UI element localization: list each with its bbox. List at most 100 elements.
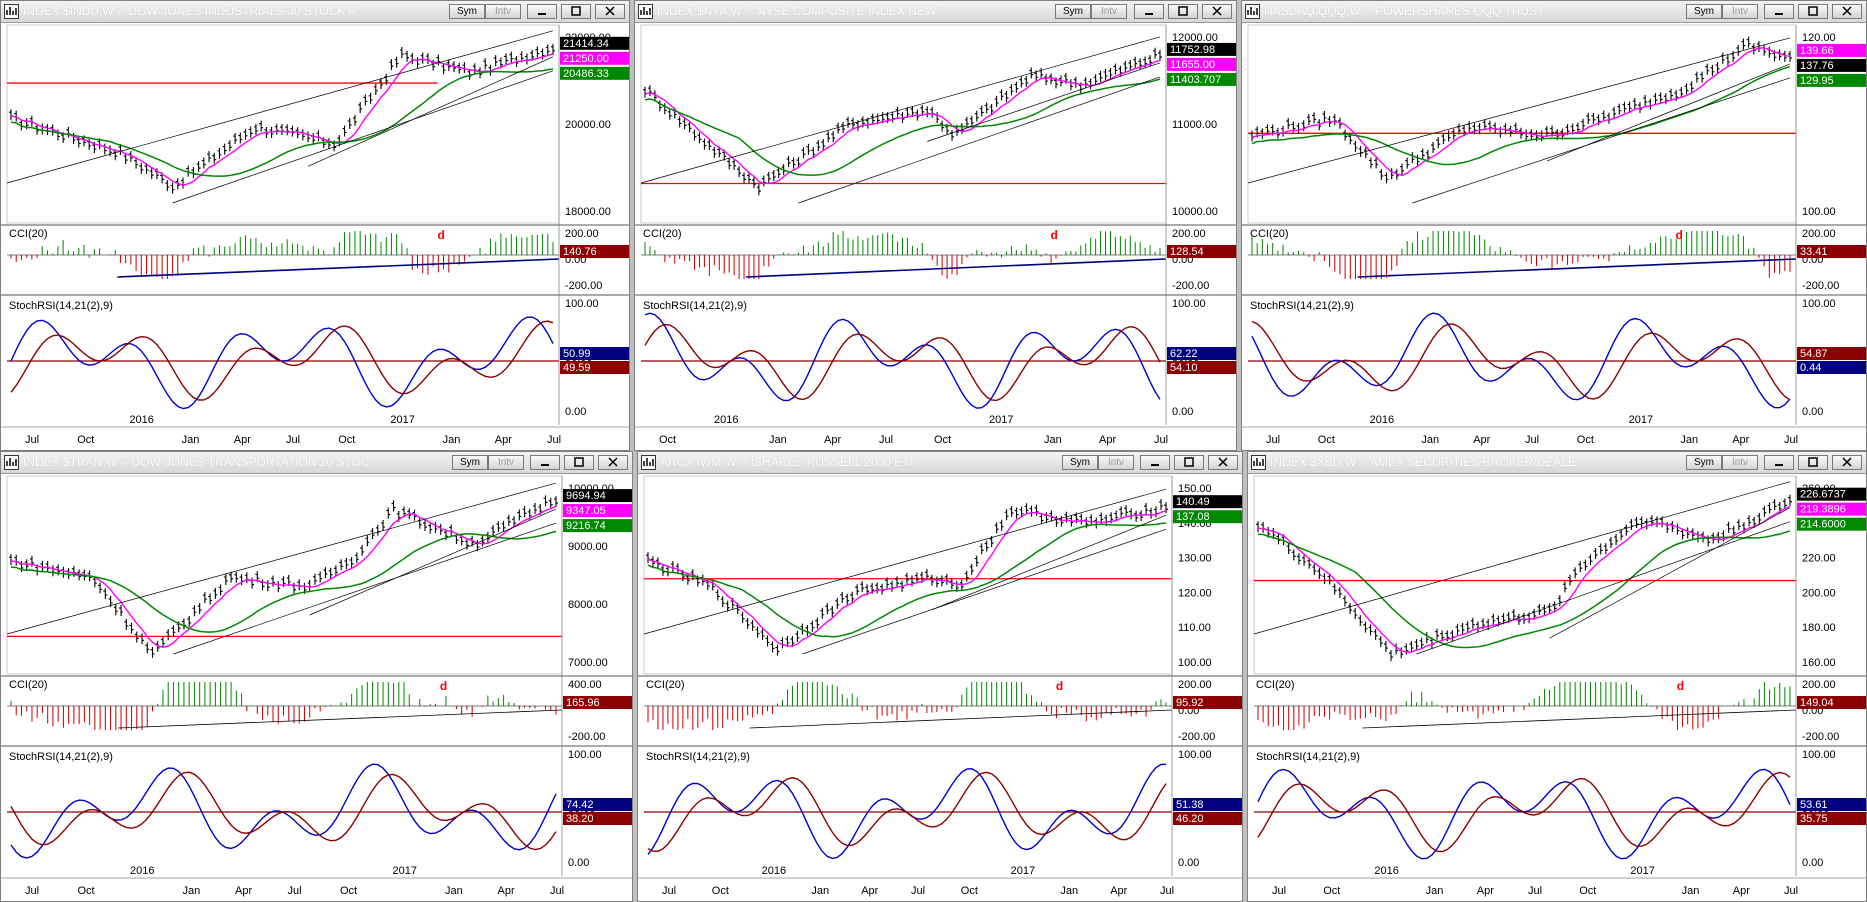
intv-button[interactable]: Intv — [1722, 455, 1758, 470]
intv-button[interactable]: Intv — [488, 455, 524, 470]
stochrsi-pane[interactable]: StochRSI(14,21(2),9) — [1, 745, 633, 859]
cci-pane[interactable]: CCI(20) d — [1248, 675, 1867, 730]
x-axis-month-label: Apr — [234, 434, 251, 446]
maximize-button[interactable] — [561, 4, 591, 19]
maximize-button[interactable] — [1174, 455, 1204, 470]
cci-badge — [1173, 696, 1242, 709]
window-titlebar[interactable]: INDEX:$NYA,W -- NYSE COMPOSITE INDEX NEW… — [635, 1, 1236, 23]
sym-button[interactable]: Sym — [1055, 4, 1091, 19]
intv-button[interactable]: Intv — [1098, 455, 1134, 470]
price-pane[interactable] — [1247, 24, 1797, 224]
maximize-button[interactable] — [1798, 455, 1828, 470]
chart-area[interactable]: CCI(20) d StochRSI(14,21(2),9) 150.00140.… — [638, 474, 1243, 902]
minimize-button[interactable] — [1134, 4, 1164, 19]
close-button[interactable] — [1832, 4, 1862, 19]
x-axis-year-label: 2017 — [989, 414, 1013, 426]
stoch-d-line — [1257, 771, 1791, 853]
price-pane[interactable] — [6, 24, 560, 224]
stochrsi-pane[interactable]: StochRSI(14,21(2),9) — [1242, 294, 1867, 409]
stochrsi-pane[interactable]: StochRSI(14,21(2),9) — [638, 745, 1243, 860]
sym-button[interactable]: Sym — [1686, 4, 1722, 19]
chart-window-iwm[interactable]: ARCX:IWM,W -- ISHARES RUSSELL 2000 ETF S… — [637, 451, 1243, 902]
cci-histogram-positive — [1251, 231, 1755, 255]
cci-divergence-mark: d — [1675, 228, 1682, 242]
stoch-tick-label: 100.00 — [1178, 749, 1212, 761]
chart-window-qqq[interactable]: NASDAQ:QQQ,W -- POWERSHARES QQQ TRUST Sy… — [1241, 0, 1867, 451]
chart-area[interactable]: CCI(20) d StochRSI(14,21(2),9) 12000.0011… — [635, 23, 1237, 451]
chart-window-tran[interactable]: INDEX:$TRAN,W -- DOW-JONES TRANSPORTATIO… — [0, 451, 633, 902]
intv-button[interactable]: Intv — [1091, 4, 1127, 19]
maximize-icon — [574, 457, 584, 467]
price-tick-label: 9000.00 — [568, 541, 608, 553]
minimize-button[interactable] — [530, 455, 560, 470]
x-axis-month-label: Jan — [1682, 885, 1700, 897]
chart-area[interactable]: CCI(20)d StochRSI(14,21(2),9) 22000.0020… — [1, 23, 630, 451]
sym-button[interactable]: Sym — [1062, 455, 1098, 470]
minimize-button[interactable] — [1140, 455, 1170, 470]
minimize-button[interactable] — [1764, 4, 1794, 19]
window-titlebar[interactable]: NASDAQ:QQQ,W -- POWERSHARES QQQ TRUST Sy… — [1242, 1, 1866, 23]
trend-line — [1546, 63, 1791, 162]
window-titlebar[interactable]: INDEX:$XBD,W -- AMEX SECURITIES BROKER/D… — [1248, 452, 1866, 474]
intv-button[interactable]: Intv — [485, 4, 521, 19]
trend-line — [1412, 77, 1791, 204]
minimize-button[interactable] — [527, 4, 557, 19]
intv-button[interactable]: Intv — [1722, 4, 1758, 19]
moving-average-fast — [10, 52, 554, 186]
cci-badge — [560, 245, 629, 258]
close-button[interactable] — [1832, 455, 1862, 470]
price-pane[interactable] — [643, 475, 1173, 675]
sym-button[interactable]: Sym — [452, 455, 488, 470]
stoch-badge-label: 54.87 — [1800, 348, 1828, 360]
window-titlebar[interactable]: INDEX:$INDU,W -- DOW-JONES INDUSTRIALS 3… — [1, 1, 629, 23]
cci-pane[interactable]: CCI(20) d — [635, 224, 1237, 279]
stochrsi-pane[interactable]: StochRSI(14,21(2),9) — [1, 294, 630, 410]
cci-pane[interactable]: CCI(20) d — [1, 675, 633, 730]
x-axis-month-label: Jul — [25, 434, 39, 446]
maximize-button[interactable] — [1798, 4, 1828, 19]
close-icon — [1842, 6, 1852, 16]
close-button[interactable] — [1202, 4, 1232, 19]
window-titlebar[interactable]: ARCX:IWM,W -- ISHARES RUSSELL 2000 ETF S… — [638, 452, 1242, 474]
trend-line — [173, 522, 557, 655]
trend-line — [1549, 507, 1791, 639]
cci-trend-line — [749, 709, 1173, 729]
stoch-tick-label: 0.00 — [1172, 406, 1193, 418]
cci-pane[interactable]: CCI(20) d — [1, 224, 630, 279]
price-pane[interactable] — [640, 24, 1167, 224]
price-pane[interactable] — [1253, 475, 1797, 675]
window-titlebar[interactable]: INDEX:$TRAN,W -- DOW-JONES TRANSPORTATIO… — [1, 452, 632, 474]
chart-area[interactable]: CCI(20) d StochRSI(14,21(2),9) 120.00 100.… — [1242, 23, 1867, 451]
trend-line — [931, 514, 1167, 611]
close-button[interactable] — [598, 455, 628, 470]
cci-histogram-positive — [10, 682, 515, 706]
sym-button[interactable]: Sym — [1686, 455, 1722, 470]
close-button[interactable] — [1208, 455, 1238, 470]
close-button[interactable] — [595, 4, 625, 19]
cci-label: CCI(20) — [646, 679, 685, 691]
chart-area[interactable]: CCI(20) d StochRSI(14,21(2),9) 10000.0090… — [1, 474, 633, 902]
price-pane-frame — [1253, 475, 1797, 675]
cci-divergence-mark: d — [1677, 679, 1684, 693]
chart-window-nya[interactable]: INDEX:$NYA,W -- NYSE COMPOSITE INDEX NEW… — [634, 0, 1237, 451]
maximize-button[interactable] — [564, 455, 594, 470]
maximize-button[interactable] — [1168, 4, 1198, 19]
stochrsi-label: StochRSI(14,21(2),9) — [646, 751, 750, 763]
x-axis-month-label: Jul — [25, 885, 39, 897]
cci-pane[interactable]: CCI(20) d — [638, 675, 1243, 730]
x-axis-month-label: Oct — [1579, 885, 1596, 897]
cci-pane[interactable]: CCI(20) d — [1242, 224, 1867, 279]
cci-tick-label: -200.00 — [565, 280, 602, 292]
axis-labels: 150.00140.00130.00120.00110.00100.00140.… — [638, 476, 1242, 897]
chart-area[interactable]: CCI(20)d StochRSI(14,21(2),9) 260.00240.… — [1248, 474, 1867, 902]
stochrsi-pane[interactable]: StochRSI(14,21(2),9) — [1248, 745, 1867, 860]
minimize-button[interactable] — [1764, 455, 1794, 470]
price-pane[interactable] — [6, 475, 563, 675]
x-axis-month-label: Oct — [712, 885, 729, 897]
stochrsi-pane[interactable]: StochRSI(14,21(2),9) — [635, 294, 1237, 409]
trend-line — [927, 62, 1161, 142]
sym-button[interactable]: Sym — [449, 4, 485, 19]
chart-window-xbd[interactable]: INDEX:$XBD,W -- AMEX SECURITIES BROKER/D… — [1247, 451, 1867, 902]
chart-window-indu[interactable]: INDEX:$INDU,W -- DOW-JONES INDUSTRIALS 3… — [0, 0, 630, 451]
price-tick-label: 120.00 — [1802, 32, 1836, 44]
